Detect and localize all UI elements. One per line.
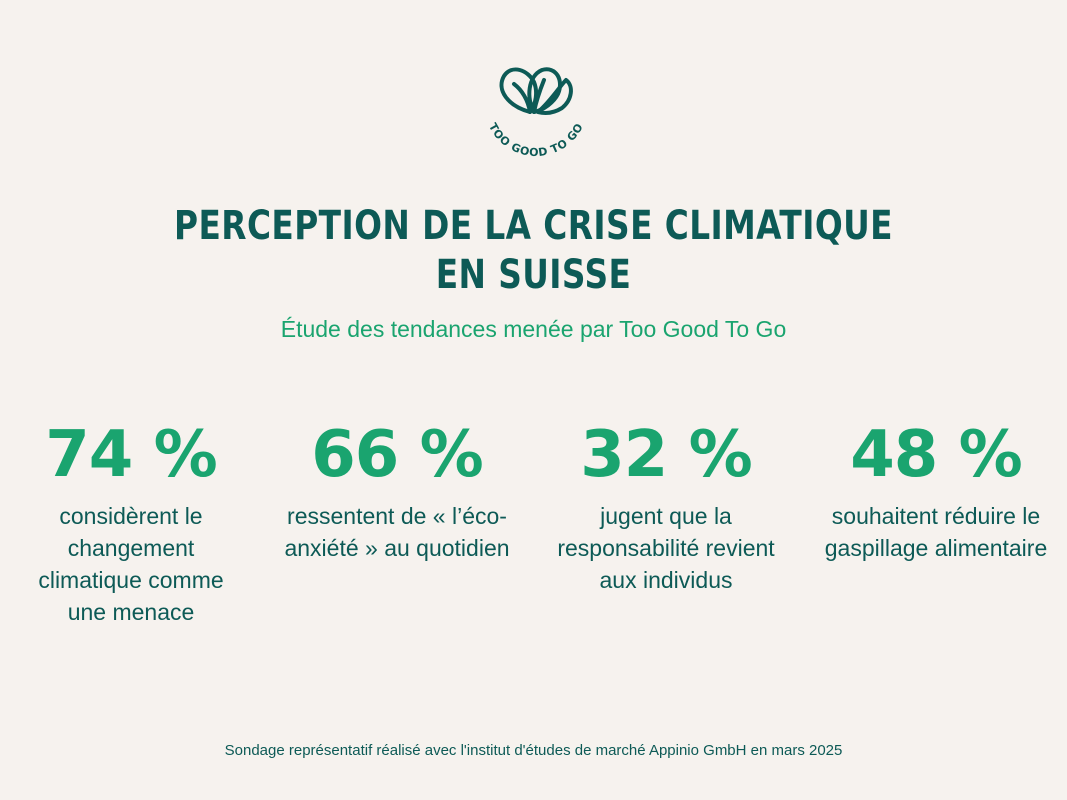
too-good-to-go-logo: TOO GOOD TO GO bbox=[470, 56, 600, 164]
stat-card-climate-threat: 74 % considèrent le changement climatiqu… bbox=[6, 418, 256, 628]
leaf-logo-icon: TOO GOOD TO GO bbox=[486, 67, 586, 159]
page-title: PERCEPTION DE LA CRISE CLIMATIQUE EN SUI… bbox=[96, 202, 971, 300]
title-line-2: EN SUISSE bbox=[435, 252, 632, 298]
stat-card-individual-responsibility: 32 % jugent que la responsabilité revien… bbox=[541, 418, 791, 596]
stat-value: 66 % bbox=[311, 418, 483, 492]
stat-value: 48 % bbox=[850, 418, 1022, 492]
survey-footnote: Sondage représentatif réalisé avec l'ins… bbox=[224, 742, 843, 759]
stat-card-food-waste: 48 % souhaitent réduire le gaspillage al… bbox=[811, 418, 1061, 564]
stat-card-eco-anxiety: 66 % ressentent de « l’éco-anxiété » au … bbox=[272, 418, 522, 564]
stat-label: jugent que la responsabilité revient aux… bbox=[557, 503, 775, 593]
svg-text:TOO GOOD TO GO: TOO GOOD TO GO bbox=[486, 121, 586, 159]
stat-label: ressentent de « l’éco-anxiété » au quoti… bbox=[284, 503, 510, 561]
title-line-1: PERCEPTION DE LA CRISE CLIMATIQUE bbox=[174, 203, 893, 249]
stat-label: souhaitent réduire le gaspillage aliment… bbox=[824, 503, 1048, 561]
stat-value: 32 % bbox=[580, 418, 752, 492]
stat-value: 74 % bbox=[45, 418, 217, 492]
subtitle: Étude des tendances menée par Too Good T… bbox=[280, 316, 787, 342]
stats-row: 74 % considèrent le changement climatiqu… bbox=[0, 418, 1067, 638]
stat-label: considèrent le changement climatique com… bbox=[38, 503, 224, 625]
